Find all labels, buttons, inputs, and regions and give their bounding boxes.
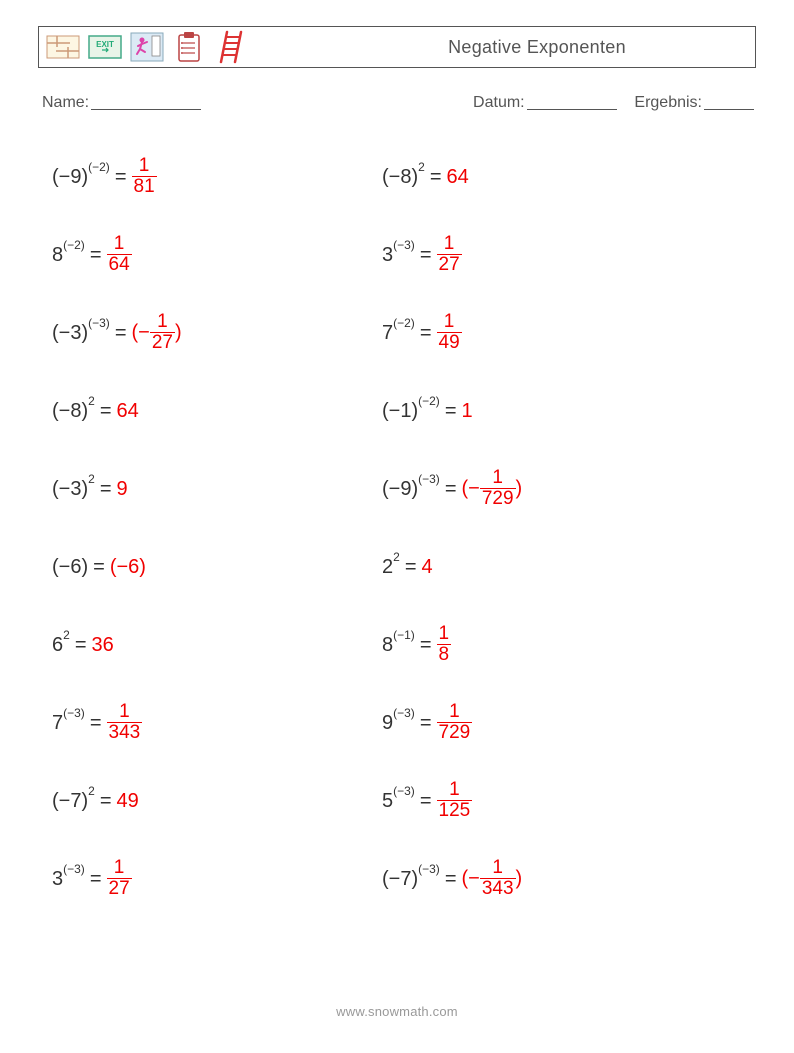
equals-sign: = xyxy=(445,868,457,891)
date-label: Datum: xyxy=(473,94,525,111)
problem-row: 3(−3) = 127 xyxy=(52,840,382,918)
runner-icon xyxy=(129,32,165,62)
ladder-icon xyxy=(213,32,249,62)
maze-icon xyxy=(45,32,81,62)
result-label: Ergebnis: xyxy=(634,94,702,111)
equals-sign: = xyxy=(90,868,102,891)
equals-sign: = xyxy=(100,400,112,423)
problem-row: (−8)2 = 64 xyxy=(52,372,382,450)
equals-sign: = xyxy=(430,166,442,189)
equals-sign: = xyxy=(100,790,112,813)
problem-row: 22 = 4 xyxy=(382,528,712,606)
problem-row: (−3)(−3) = (−127) xyxy=(52,294,382,372)
problem-row: 7(−2) = 149 xyxy=(382,294,712,372)
equals-sign: = xyxy=(90,244,102,267)
problems-column-right: (−8)2 = 643(−3) = 1277(−2) = 149(−1)(−2)… xyxy=(382,138,712,918)
problem-base: 7 xyxy=(52,712,63,735)
problem-row: (−8)2 = 64 xyxy=(382,138,712,216)
problems-grid: (−9)(−2) = 1818(−2) = 164(−3)(−3) = (−12… xyxy=(52,138,752,918)
meta-row: Name: Datum: Ergebnis: xyxy=(42,94,754,112)
problem-base: 2 xyxy=(382,556,393,579)
problem-row: 9(−3) = 1729 xyxy=(382,684,712,762)
date-blank[interactable] xyxy=(527,109,617,110)
problem-base: 5 xyxy=(382,790,393,813)
problem-base: (−3) xyxy=(52,478,88,501)
problem-base: (−8) xyxy=(382,166,418,189)
problem-row: (−9)(−3) = (−1729) xyxy=(382,450,712,528)
problem-base: 6 xyxy=(52,634,63,657)
problem-base: 9 xyxy=(382,712,393,735)
problem-row: (−3)2 = 9 xyxy=(52,450,382,528)
problem-base: (−8) xyxy=(52,400,88,423)
footer-url: www.snowmath.com xyxy=(0,1004,794,1019)
problem-row: (−6) = (−6) xyxy=(52,528,382,606)
equals-sign: = xyxy=(75,634,87,657)
problem-base: 3 xyxy=(382,244,393,267)
problem-row: 5(−3) = 1125 xyxy=(382,762,712,840)
problem-base: (−1) xyxy=(382,400,418,423)
problem-base: 8 xyxy=(52,244,63,267)
problem-base: (−6) xyxy=(52,556,88,579)
problem-row: 3(−3) = 127 xyxy=(382,216,712,294)
problem-row: 8(−1) = 18 xyxy=(382,606,712,684)
problem-base: (−7) xyxy=(382,868,418,891)
problems-column-left: (−9)(−2) = 1818(−2) = 164(−3)(−3) = (−12… xyxy=(52,138,382,918)
equals-sign: = xyxy=(420,244,432,267)
equals-sign: = xyxy=(93,556,105,579)
problem-base: 7 xyxy=(382,322,393,345)
equals-sign: = xyxy=(445,478,457,501)
problem-base: (−9) xyxy=(382,478,418,501)
equals-sign: = xyxy=(420,790,432,813)
equals-sign: = xyxy=(445,400,457,423)
problem-row: (−7)(−3) = (−1343) xyxy=(382,840,712,918)
problem-row: 62 = 36 xyxy=(52,606,382,684)
name-blank[interactable] xyxy=(91,109,201,110)
problem-base: (−9) xyxy=(52,166,88,189)
problem-base: (−3) xyxy=(52,322,88,345)
equals-sign: = xyxy=(420,712,432,735)
equals-sign: = xyxy=(115,166,127,189)
exit-sign-icon: EXIT xyxy=(87,32,123,62)
equals-sign: = xyxy=(420,322,432,345)
problem-row: (−1)(−2) = 1 xyxy=(382,372,712,450)
problem-row: (−9)(−2) = 181 xyxy=(52,138,382,216)
meta-right: Datum: Ergebnis: xyxy=(473,94,754,112)
clipboard-icon xyxy=(171,32,207,62)
equals-sign: = xyxy=(115,322,127,345)
problem-base: 3 xyxy=(52,868,63,891)
equals-sign: = xyxy=(405,556,417,579)
problem-row: 7(−3) = 1343 xyxy=(52,684,382,762)
problem-base: (−7) xyxy=(52,790,88,813)
equals-sign: = xyxy=(90,712,102,735)
problem-row: 8(−2) = 164 xyxy=(52,216,382,294)
equals-sign: = xyxy=(420,634,432,657)
equals-sign: = xyxy=(100,478,112,501)
result-blank[interactable] xyxy=(704,109,754,110)
svg-text:EXIT: EXIT xyxy=(96,40,114,49)
problem-base: 8 xyxy=(382,634,393,657)
header-box: EXIT xyxy=(38,26,756,68)
header-icons: EXIT xyxy=(39,32,249,62)
name-label: Name: xyxy=(42,94,201,112)
problem-row: (−7)2 = 49 xyxy=(52,762,382,840)
